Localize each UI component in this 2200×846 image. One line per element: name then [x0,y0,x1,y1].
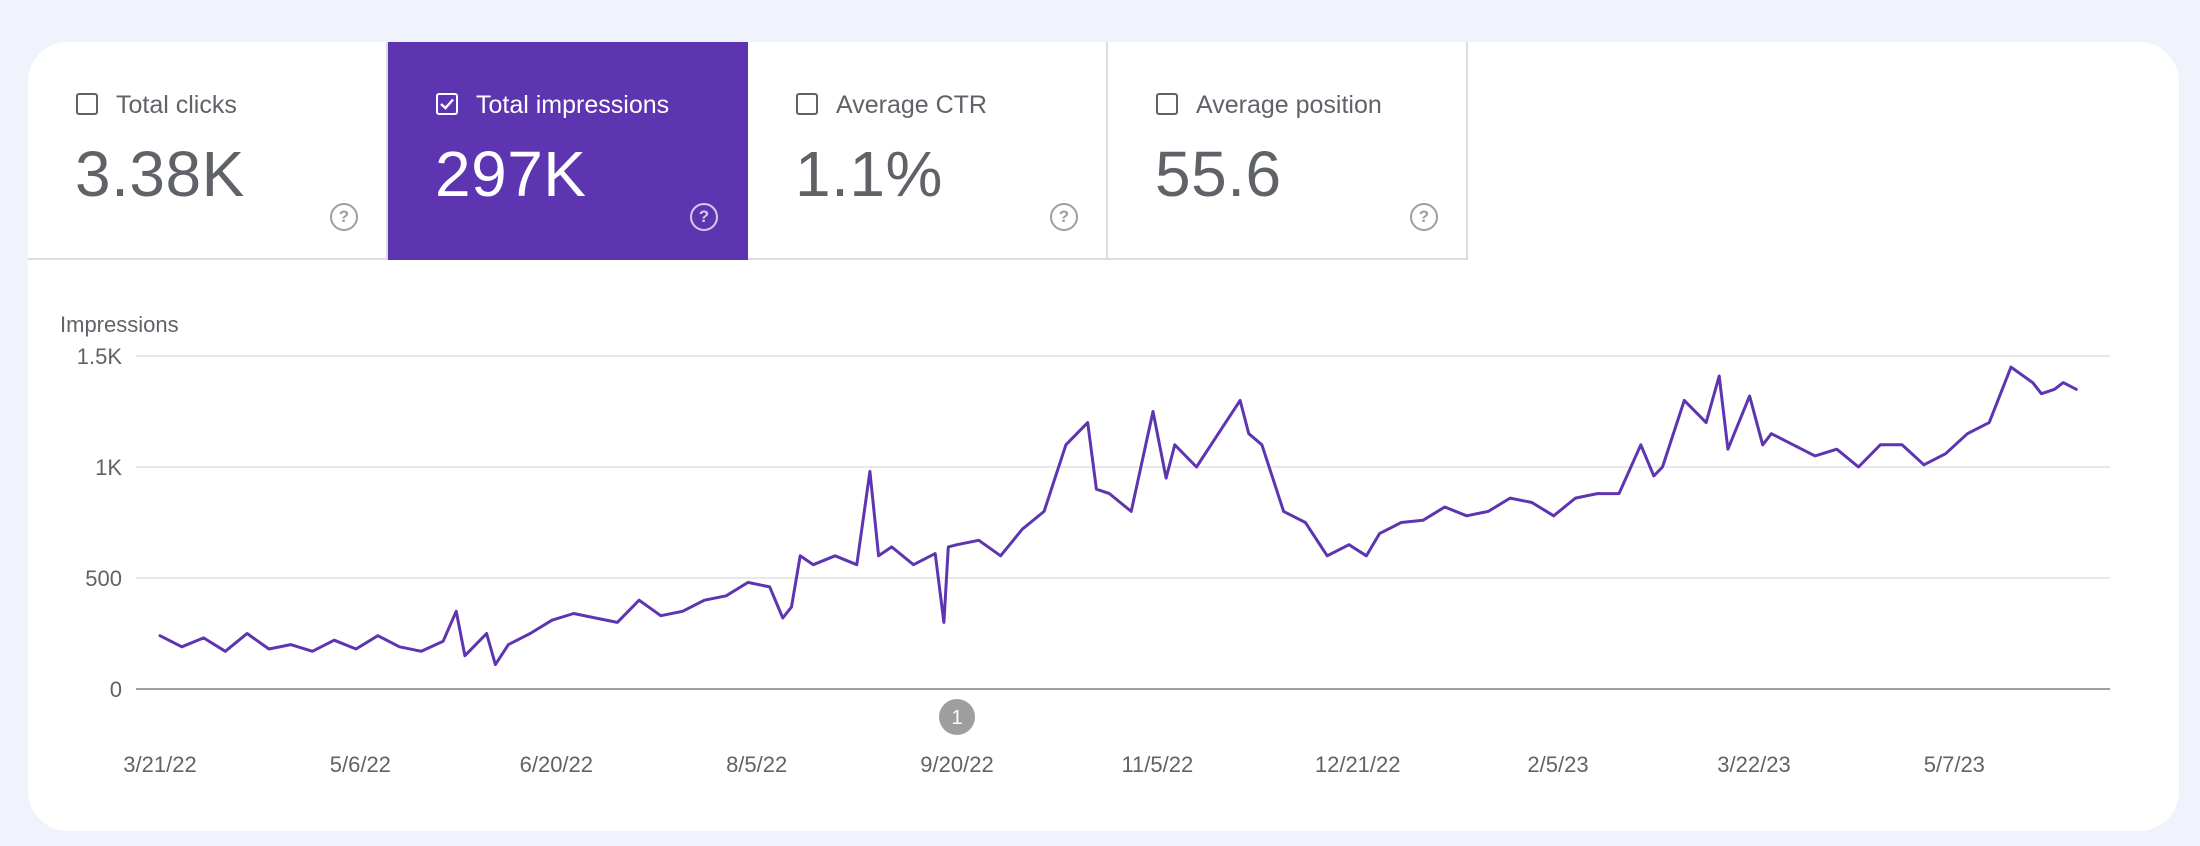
x-tick-label: 5/6/22 [330,752,391,777]
y-tick-label: 1K [95,455,122,480]
average-position-checkbox[interactable] [1156,93,1178,115]
x-tick-label: 9/20/22 [920,752,993,777]
total-clicks-checkbox[interactable] [76,93,98,115]
total-impressions-tab[interactable]: Total impressions 297K ? [388,42,748,260]
performance-card: Total clicks 3.38K ? Total impressions 2… [28,42,2179,831]
total-impressions-label: Total impressions [476,91,670,119]
impressions-chart[interactable]: Impressions 0 500 1K 1.5K 3/21/22 5/6/22 6/20/2… [28,42,2179,831]
x-tick-label: 5/7/23 [1924,752,1985,777]
x-tick-label: 3/22/23 [1717,752,1790,777]
x-tick-label: 11/5/22 [1121,752,1193,777]
total-clicks-label: Total clicks [116,91,237,119]
y-tick-label: 0 [110,677,122,702]
total-impressions-value: 297K [435,138,587,210]
annotation-label: 1 [951,707,962,729]
help-icon[interactable]: ? [330,203,358,231]
series-line [158,365,2078,667]
average-ctr-value: 1.1% [795,138,943,210]
total-impressions-checkbox[interactable] [436,93,458,115]
average-position-tab[interactable]: Average position 55.6 ? [1108,42,1468,260]
help-icon[interactable]: ? [1410,203,1438,231]
y-tick-label: 1.5K [77,344,123,369]
average-ctr-label: Average CTR [836,91,987,119]
average-position-value: 55.6 [1155,138,1282,210]
y-axis-title: Impressions [60,312,179,337]
help-icon[interactable]: ? [1050,203,1078,231]
total-clicks-tab[interactable]: Total clicks 3.38K ? [28,42,388,260]
x-tick-label: 12/21/22 [1315,752,1401,777]
x-tick-label: 3/21/22 [123,752,196,777]
average-position-label: Average position [1196,91,1382,119]
x-tick-label: 2/5/23 [1527,752,1588,777]
y-tick-label: 500 [85,566,122,591]
annotation-marker[interactable] [939,699,976,735]
average-ctr-checkbox[interactable] [796,93,818,115]
total-clicks-value: 3.38K [75,138,245,210]
x-tick-label: 8/5/22 [726,752,787,777]
help-icon[interactable]: ? [690,203,718,231]
average-ctr-tab[interactable]: Average CTR 1.1% ? [748,42,1108,260]
x-tick-label: 6/20/22 [520,752,593,777]
